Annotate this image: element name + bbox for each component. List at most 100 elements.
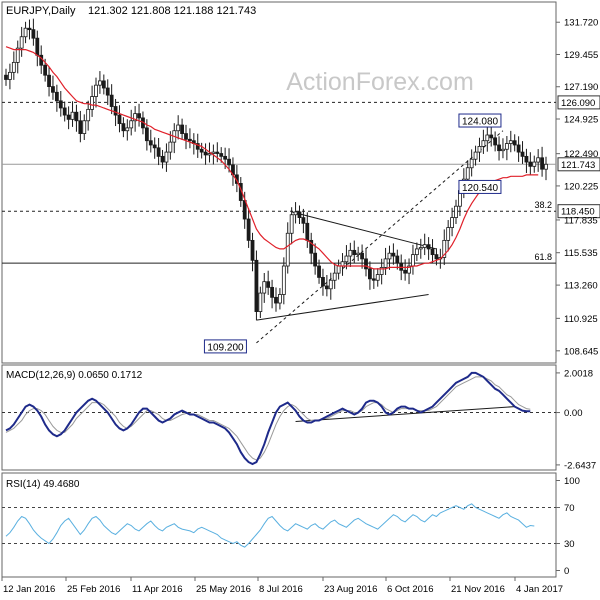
rsi-y-tick-label: 70 xyxy=(564,503,575,514)
candle-body xyxy=(430,248,435,256)
candle-body xyxy=(270,286,274,298)
price-y-tick-label: 113.260 xyxy=(564,281,598,292)
price-annotation-label: 124.080 xyxy=(462,117,499,128)
trendline-triangle-lower xyxy=(256,294,429,321)
price-y-tick-label: 117.835 xyxy=(564,215,598,226)
candle-body xyxy=(469,158,474,169)
price-y-tick-label: 129.455 xyxy=(564,50,598,61)
candle-body xyxy=(352,249,357,256)
candle-body xyxy=(356,252,361,256)
candle-body xyxy=(348,249,353,257)
candle-body xyxy=(281,265,286,295)
x-tick-label: 6 Oct 2016 xyxy=(387,584,433,595)
candle-body xyxy=(188,138,192,142)
price-y-tick-label: 131.720 xyxy=(564,18,598,29)
price-y-axis: 131.720 129.455 127.190 124.925 122.490 120.2… xyxy=(556,18,598,357)
symbol-label: EURJPY,Daily xyxy=(6,5,76,17)
candle-body xyxy=(418,247,423,250)
trendline-triangle-upper xyxy=(291,211,437,250)
candle-body xyxy=(66,114,71,120)
x-tick-label: 25 Feb 2016 xyxy=(67,584,120,595)
price-y-tick-label: 108.645 xyxy=(564,346,598,357)
price-annotation-box xyxy=(203,339,247,354)
candle-body xyxy=(328,279,333,290)
candle-body xyxy=(98,80,102,86)
x-tick-label: 25 May 2016 xyxy=(196,584,251,595)
price-annotations: 124.080 120.540 109.200 xyxy=(203,113,502,354)
price-y-tick-label: 127.190 xyxy=(564,82,598,93)
macd-panel-frame xyxy=(1,364,557,471)
candle-body xyxy=(324,285,329,290)
candle-body xyxy=(344,255,349,263)
price-trendlines xyxy=(256,130,504,344)
rsi-y-tick-label: 100 xyxy=(564,476,580,487)
candle-body xyxy=(211,151,216,154)
price-y-tick-label: 115.535 xyxy=(564,248,598,259)
current-price-label: 121.743 xyxy=(561,160,595,171)
candle-body xyxy=(129,120,134,129)
candle-body xyxy=(321,277,325,287)
candle-body xyxy=(62,107,67,116)
candle-body xyxy=(414,248,419,256)
candle-body xyxy=(313,252,318,267)
candle-body xyxy=(383,258,388,268)
candle-body xyxy=(434,254,439,260)
candle-body xyxy=(289,214,294,234)
candle-body xyxy=(258,292,263,312)
candle-body xyxy=(411,254,415,267)
candle-body xyxy=(117,114,122,125)
macd-y-axis: 2.0018 0.00 -2.6437 xyxy=(556,368,596,471)
candle-body xyxy=(223,155,228,160)
x-tick-label: 8 Jul 2016 xyxy=(259,584,303,595)
candle-body xyxy=(94,84,98,97)
candle-body xyxy=(207,153,212,156)
candle-body xyxy=(360,252,364,260)
candle-body xyxy=(160,155,165,163)
watermark: ActionForex.com xyxy=(286,68,474,96)
candle-body xyxy=(101,80,106,89)
candle-body xyxy=(368,268,372,280)
price-level-box xyxy=(557,95,600,110)
candle-body xyxy=(184,133,188,140)
candle-body xyxy=(297,211,302,219)
candle-body xyxy=(489,134,494,139)
candle-body xyxy=(144,127,149,142)
candle-body xyxy=(403,269,408,274)
candle-body xyxy=(485,134,490,142)
candle-body xyxy=(156,147,161,157)
price-y-tick-label: 120.225 xyxy=(564,181,598,192)
macd-y-tick-label: 2.0018 xyxy=(564,368,593,379)
candle-body xyxy=(532,161,537,167)
candle-body xyxy=(246,218,251,241)
candle-body xyxy=(465,167,470,180)
macd-signal-line xyxy=(5,376,531,461)
candle-body xyxy=(164,151,169,163)
price-annotation-box xyxy=(458,179,502,194)
candle-body xyxy=(86,108,91,122)
rsi-line xyxy=(5,503,535,548)
rsi-y-tick-label: 30 xyxy=(564,539,575,550)
macd-main-line xyxy=(5,371,531,466)
candle-body xyxy=(442,239,447,258)
candle-body xyxy=(524,155,529,163)
rsi-y-tick-label: 0 xyxy=(564,566,569,577)
candle-body xyxy=(512,140,517,146)
rsi-y-axis: 100 70 30 0 xyxy=(556,476,580,577)
macd-y-tick-label: -2.6437 xyxy=(564,460,596,471)
candle-body xyxy=(301,217,306,224)
macd-trendline xyxy=(295,406,515,422)
price-y-tick-label: 122.490 xyxy=(564,149,598,160)
candle-body xyxy=(266,281,271,288)
candle-body xyxy=(203,151,208,156)
candle-body xyxy=(504,143,509,150)
candle-body xyxy=(508,140,513,144)
candle-body xyxy=(215,151,220,154)
candle-body xyxy=(250,239,255,261)
candle-body xyxy=(379,267,384,275)
candle-body xyxy=(4,74,8,80)
rsi-reference-levels xyxy=(2,507,556,544)
candle-body xyxy=(43,64,48,76)
candle-body xyxy=(74,111,79,122)
candle-body xyxy=(395,255,400,264)
